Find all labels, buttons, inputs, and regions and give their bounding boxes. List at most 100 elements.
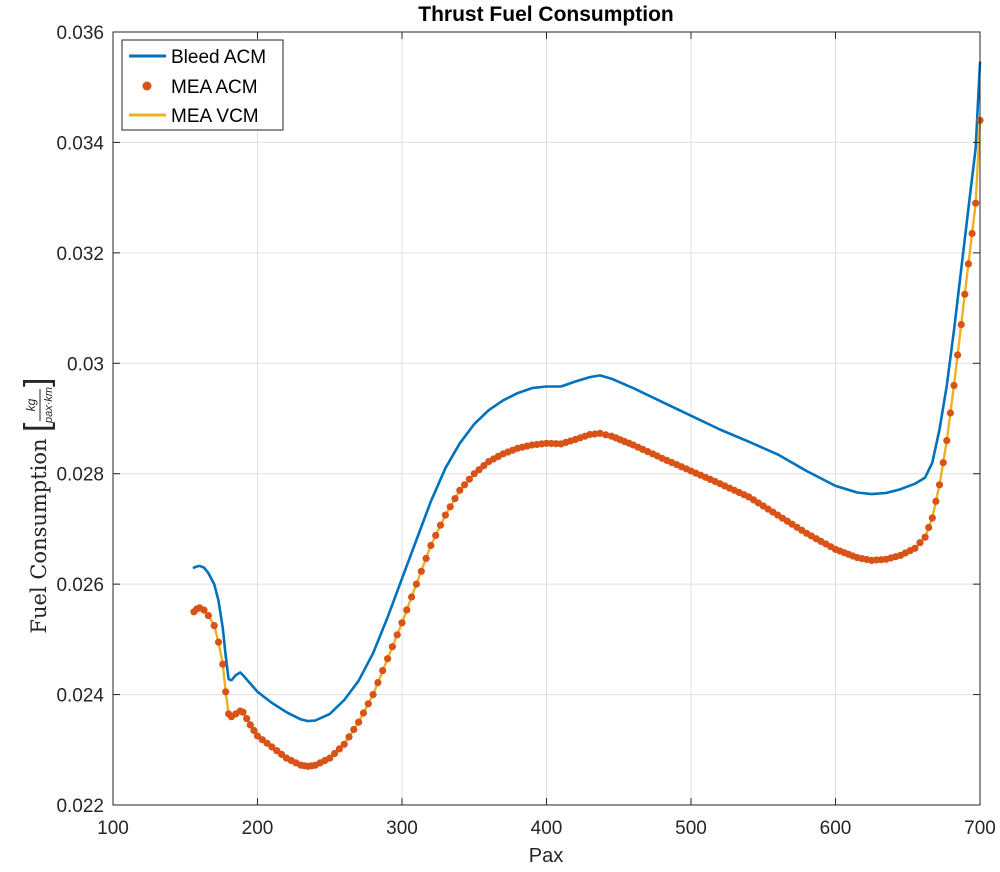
- data-point: [939, 459, 947, 467]
- data-point: [239, 708, 247, 716]
- legend-swatch-mea-acm: [142, 81, 152, 91]
- y-axis-unit-numerator: kg: [24, 398, 38, 411]
- chart-title: Thrust Fuel Consumption: [418, 3, 673, 26]
- legend-label-mea-acm: MEA ACM: [171, 77, 258, 98]
- data-point: [379, 667, 387, 675]
- x-axis-label: Pax: [529, 845, 563, 867]
- legend-item-bleed-acm: Bleed ACM: [129, 47, 266, 68]
- series-line: [192, 61, 982, 723]
- data-point: [950, 381, 958, 389]
- data-point: [968, 229, 976, 238]
- x-tick-label: 700: [964, 818, 996, 839]
- data-point: [364, 700, 372, 708]
- data-point: [340, 740, 348, 748]
- x-tick-label: 300: [386, 818, 418, 839]
- data-point: [946, 409, 955, 417]
- data-point: [957, 321, 965, 329]
- y-tick-label: 0.026: [56, 575, 104, 596]
- series-layer: [190, 61, 984, 770]
- data-point: [921, 533, 929, 541]
- legend-item-mea-acm: MEA ACM: [142, 77, 258, 98]
- series-bleed-acm: [192, 61, 982, 723]
- data-point: [475, 466, 483, 474]
- data-point: [246, 721, 254, 729]
- x-tick-label: 100: [97, 818, 129, 839]
- data-point: [932, 497, 940, 505]
- data-point: [214, 638, 223, 646]
- data-point: [422, 554, 430, 563]
- data-point: [369, 691, 377, 699]
- y-tick-label: 0.036: [56, 23, 104, 44]
- x-tick-label: 500: [675, 818, 707, 839]
- data-point: [911, 544, 919, 552]
- data-point: [222, 688, 230, 696]
- data-point: [326, 754, 334, 762]
- data-point: [456, 486, 464, 494]
- data-point: [461, 481, 469, 489]
- legend-item-mea-vcm: MEA VCM: [129, 106, 259, 127]
- data-point: [964, 260, 973, 268]
- data-point: [210, 622, 218, 630]
- data-point: [388, 643, 396, 651]
- data-point: [470, 470, 478, 478]
- data-point: [350, 725, 358, 734]
- data-point: [427, 541, 435, 550]
- data-point: [441, 511, 449, 519]
- legend-label-bleed-acm: Bleed ACM: [171, 47, 266, 68]
- legend: Bleed ACM MEA ACM MEA VCM: [121, 39, 284, 131]
- data-point: [250, 726, 258, 735]
- data-point: [451, 495, 459, 503]
- series-mea-acm: [190, 116, 984, 770]
- y-tick-label: 0.032: [56, 244, 104, 265]
- data-point: [928, 514, 936, 522]
- data-point: [954, 351, 962, 359]
- data-point: [465, 475, 473, 483]
- y-axis-unit-right-bracket: ]: [18, 378, 56, 387]
- x-tick-label: 400: [531, 818, 563, 839]
- data-point: [432, 531, 440, 540]
- data-point: [943, 437, 951, 445]
- data-point: [355, 718, 363, 726]
- data-point: [935, 481, 944, 489]
- data-point: [393, 631, 401, 639]
- data-point: [204, 612, 212, 620]
- data-point: [200, 606, 208, 614]
- data-point: [398, 619, 406, 627]
- data-point: [335, 745, 343, 753]
- data-point: [412, 580, 420, 588]
- x-tick-label: 200: [242, 818, 274, 839]
- data-point: [972, 199, 980, 207]
- data-point: [331, 749, 339, 758]
- y-tick-label: 0.022: [56, 796, 104, 817]
- data-point: [925, 523, 933, 532]
- data-point: [243, 715, 251, 723]
- data-point: [916, 539, 924, 547]
- data-point: [374, 679, 382, 687]
- ticks: 100 200 300 400 500 600 700 0.022 0.024 0.026 0.02…: [56, 23, 995, 839]
- data-point: [961, 290, 969, 298]
- data-point: [602, 431, 610, 439]
- data-point: [446, 503, 454, 511]
- data-point: [384, 655, 392, 663]
- data-point: [359, 709, 368, 717]
- data-point: [219, 660, 227, 668]
- data-point: [268, 743, 276, 751]
- y-tick-label: 0.034: [56, 133, 104, 154]
- x-tick-label: 600: [820, 818, 852, 839]
- y-axis-unit-denominator: pax·km: [43, 387, 55, 424]
- y-tick-label: 0.028: [56, 465, 104, 486]
- data-point: [408, 593, 416, 601]
- data-point: [436, 521, 445, 529]
- y-tick-label: 0.03: [67, 354, 104, 375]
- data-point: [403, 606, 411, 614]
- y-axis-label: Fuel Consumption [ kg pax·km ]: [18, 378, 56, 634]
- y-axis-unit-left-bracket: [: [18, 422, 56, 432]
- data-point: [417, 567, 425, 575]
- data-point: [596, 429, 604, 437]
- data-point: [345, 733, 353, 741]
- legend-label-mea-vcm: MEA VCM: [171, 106, 259, 127]
- data-point: [480, 462, 488, 470]
- y-axis-label-text: Fuel Consumption: [27, 438, 51, 633]
